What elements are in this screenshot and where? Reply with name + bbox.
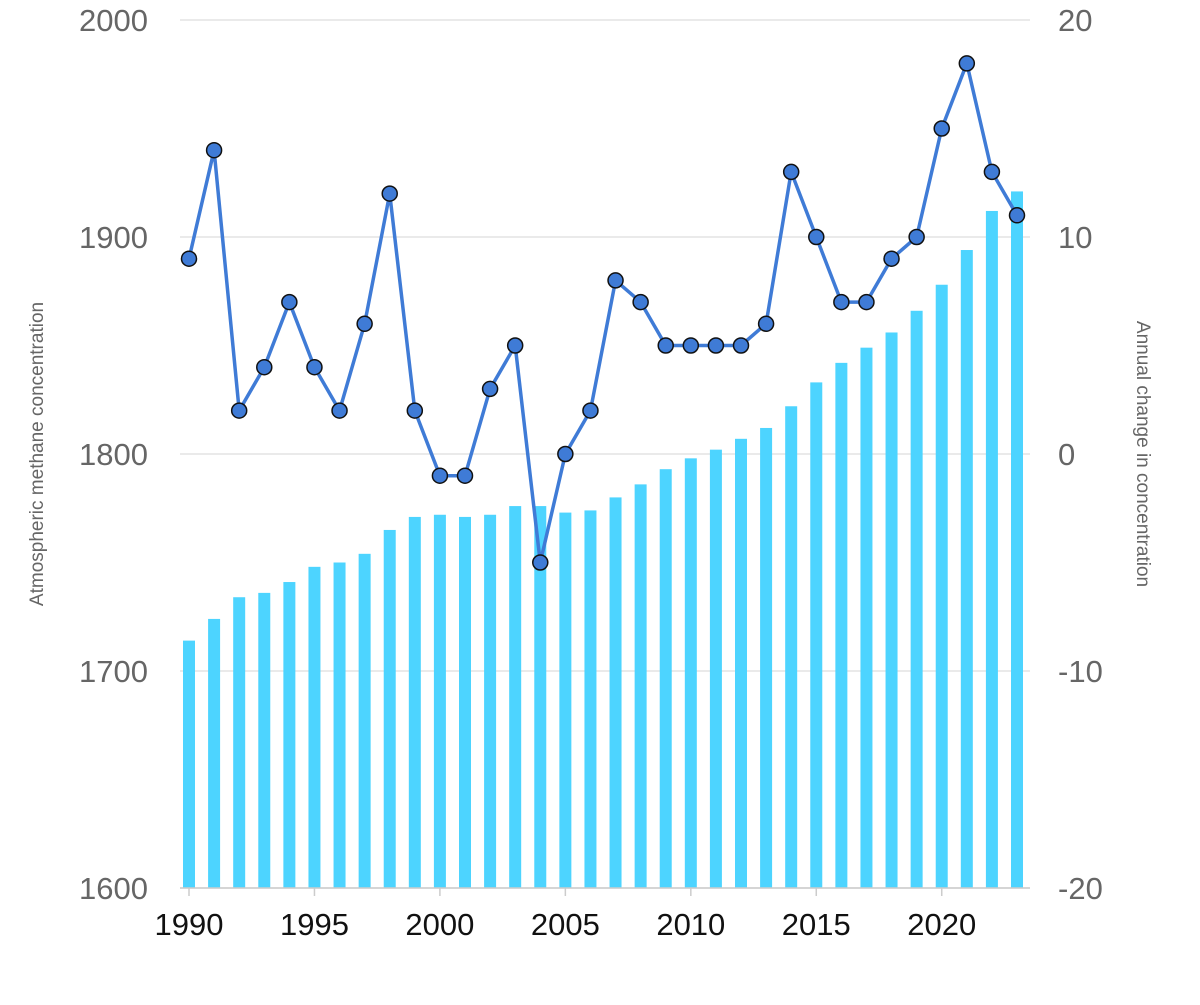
bar: [333, 562, 346, 888]
line-point: [757, 315, 775, 333]
line-point: [1008, 207, 1026, 224]
line-point: [682, 337, 700, 354]
bar: [534, 506, 547, 888]
line-series: [180, 55, 1026, 571]
bar: [985, 210, 998, 888]
y2-tick-label: 10: [1058, 220, 1092, 255]
y2-axis-title: Annual change in concentration: [1132, 321, 1153, 587]
bar: [835, 362, 848, 888]
line-point: [532, 554, 549, 571]
y-axis-title: Atmospheric methane concentration: [27, 302, 48, 606]
bar: [358, 553, 371, 888]
bar: [634, 484, 647, 888]
bar: [810, 382, 823, 888]
y-tick-label: 1600: [79, 871, 148, 906]
line-point: [582, 402, 599, 419]
y-tick-label: 1800: [79, 437, 148, 472]
bar: [584, 510, 597, 888]
bar: [208, 618, 221, 888]
y2-tick-label: -20: [1058, 871, 1103, 906]
line-point: [657, 337, 674, 354]
line-path: [187, 61, 1019, 565]
bar: [659, 469, 672, 888]
bar: [459, 516, 471, 888]
bar: [609, 497, 622, 888]
y2-tick-label: 0: [1058, 437, 1075, 472]
gridlines: [180, 19, 1030, 889]
bar-series: [183, 191, 1023, 889]
bar: [860, 347, 873, 888]
line-point: [381, 185, 398, 202]
y-tick-label: 1900: [79, 220, 148, 255]
line-point: [557, 445, 574, 463]
x-tick-label: 2010: [656, 907, 725, 942]
line-point: [908, 228, 925, 246]
bar: [308, 566, 321, 888]
line-point: [481, 380, 499, 398]
bar: [183, 640, 195, 888]
y-tick-label: 1700: [79, 654, 148, 689]
x-tick-label: 1990: [155, 907, 224, 942]
line-point: [205, 141, 223, 159]
bar: [684, 458, 697, 888]
bar: [509, 506, 522, 888]
bar: [233, 597, 246, 888]
bar: [283, 582, 296, 888]
bar: [1011, 191, 1023, 888]
line-point: [858, 293, 875, 311]
bar: [910, 310, 923, 888]
line-point: [707, 337, 725, 354]
line-point: [506, 337, 524, 354]
bar: [960, 250, 973, 888]
line-point: [983, 163, 1001, 181]
x-tick-label: 1995: [280, 907, 349, 942]
line-point: [933, 120, 950, 137]
x-tick-label: 2015: [782, 907, 851, 942]
line-point: [281, 293, 298, 311]
line-point: [431, 467, 449, 484]
line-point: [958, 55, 976, 72]
line-point: [331, 402, 348, 419]
bar: [735, 438, 747, 888]
line-point: [256, 358, 273, 376]
line-point: [306, 358, 323, 376]
bar: [760, 427, 773, 888]
line-point: [632, 293, 649, 311]
bar: [408, 516, 421, 888]
line-point: [732, 337, 750, 354]
axes: 1600 1700 1800 1900 2000 -20 -10 0 10 20 1990 1995 2…: [79, 3, 1103, 942]
bar: [559, 512, 572, 888]
line-point: [833, 293, 850, 311]
bar: [785, 406, 798, 888]
bar: [709, 449, 722, 888]
line-point: [607, 272, 624, 289]
bar: [484, 514, 497, 888]
x-tick-label: 2005: [531, 907, 600, 942]
y2-tick-label: -10: [1058, 654, 1103, 689]
line-point: [230, 402, 248, 419]
bar: [433, 514, 446, 888]
bar: [935, 284, 948, 888]
line-point: [406, 402, 424, 419]
line-point: [782, 163, 800, 181]
line-point: [180, 250, 198, 267]
bar: [258, 592, 271, 888]
line-point: [883, 250, 900, 267]
x-tick-label: 2020: [907, 907, 976, 942]
line-point: [808, 228, 825, 246]
y2-tick-label: 20: [1058, 3, 1092, 38]
x-tick-label: 2000: [405, 907, 474, 942]
line-point: [456, 467, 474, 484]
line-point: [356, 315, 373, 333]
y-tick-label: 2000: [79, 3, 148, 38]
bar: [885, 332, 898, 889]
bar: [383, 529, 396, 888]
